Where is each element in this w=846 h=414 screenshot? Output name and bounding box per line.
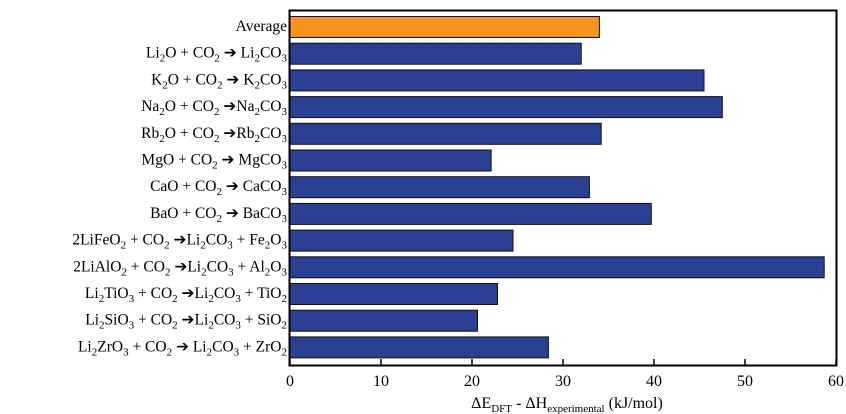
- bar-li2sio3: [289, 309, 478, 332]
- x-tick-label: 60: [828, 373, 844, 390]
- x-axis-label: ΔEDFT - ΔHexperimental (kJ/mol): [471, 395, 663, 414]
- category-label-cao: CaO + CO2 ➔ CaCO3: [150, 178, 287, 198]
- plot-frame: [288, 9, 838, 367]
- category-label-li2sio3: Li2SiO3 + CO2 ➔Li2CO3 + SiO2: [85, 312, 287, 332]
- x-tick-label: 40: [646, 373, 662, 390]
- bar-mgo: [289, 149, 492, 172]
- category-label-li2tio3: Li2TiO3 + CO2 ➔Li2CO3 + TiO2: [85, 285, 287, 305]
- category-label-mgo: MgO + CO2 ➔ MgCO3: [141, 152, 287, 172]
- category-label-lialo2: 2LiAlO2 + CO2 ➔Li2CO3 + Al2O3: [73, 258, 287, 278]
- bar-li2zro3: [289, 336, 549, 359]
- x-ticks-group: 0 10 20 30 40 50 60: [286, 359, 844, 390]
- category-label-average: Average: [236, 18, 287, 35]
- category-label-bao: BaO + CO2 ➔ BaCO3: [150, 205, 287, 225]
- x-tick-label: 30: [555, 373, 571, 390]
- category-label-rb2o: Rb2O + CO2 ➔Rb2CO3: [141, 125, 287, 145]
- x-tick-label: 10: [373, 373, 389, 390]
- bar-li2o: [289, 42, 582, 65]
- bars-group: [289, 16, 825, 359]
- bar-rb2o: [289, 122, 602, 145]
- category-label-k2o: K2O + CO2 ➔ K2CO3: [151, 71, 287, 91]
- category-label-li2zro3: Li2ZrO3 + CO2 ➔ Li2CO3 + ZrO2: [78, 338, 287, 358]
- category-label-li2o: Li2O + CO2 ➔ Li2CO3: [146, 45, 288, 65]
- bar-k2o: [289, 69, 705, 92]
- bar-li2tio3: [289, 283, 498, 305]
- bar-na2o: [289, 96, 723, 119]
- bar-lialo2: [289, 256, 825, 279]
- bar-lifeo2: [289, 229, 514, 252]
- category-label-na2o: Na2O + CO2 ➔Na2CO3: [141, 98, 287, 118]
- x-tick-label: 20: [464, 373, 480, 390]
- category-labels-group: Average Li2O + CO2 ➔ Li2CO3 K2O + CO2 ➔ K2…: [72, 18, 287, 358]
- x-tick-label: 50: [737, 373, 753, 390]
- bar-bao: [289, 202, 652, 225]
- category-label-lifeo2: 2LiFeO2 + CO2 ➔Li2CO3 + Fe2O3: [72, 232, 287, 252]
- bar-cao: [289, 176, 590, 199]
- bar-average: [289, 16, 600, 38]
- x-tick-label: 0: [286, 373, 294, 390]
